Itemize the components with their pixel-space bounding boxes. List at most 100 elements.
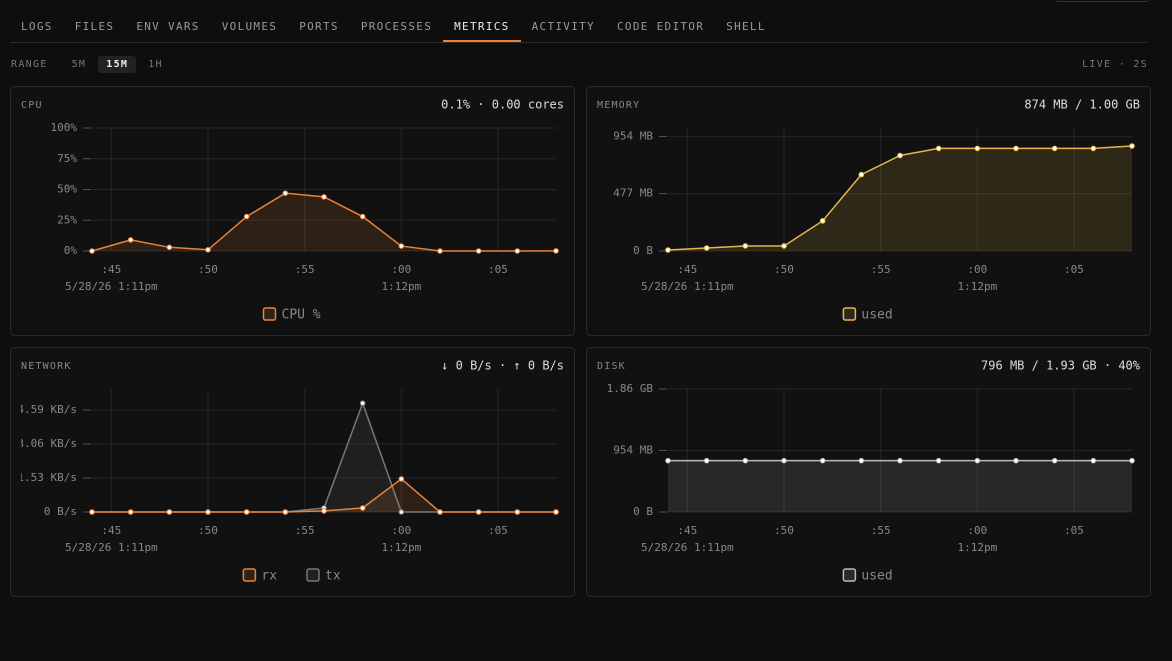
data-point <box>742 243 749 249</box>
data-point <box>398 509 405 515</box>
tab[interactable]: METRICS <box>443 0 521 42</box>
tab[interactable]: ENV VARS <box>136 20 200 33</box>
x-date-label: 5/28/26 1:11pm <box>65 541 158 554</box>
y-tick-label: 4.59 KB/s <box>17 403 77 416</box>
range-option[interactable]: 5M <box>71 59 87 70</box>
data-point <box>166 509 173 515</box>
y-tick-label: 50% <box>57 183 77 196</box>
x-tick-label: :55 <box>871 263 891 276</box>
data-point <box>781 243 787 249</box>
y-tick-label: 0% <box>64 244 78 257</box>
chart-title: CPU <box>21 100 43 111</box>
data-point <box>897 152 903 159</box>
data-point <box>974 145 981 152</box>
legend-label: used <box>861 569 892 584</box>
chart-panel: CPU 0.1% · 0.00 cores 0% 25% 50% 75% 100%:45:5… <box>10 86 575 336</box>
data-point <box>1129 143 1135 149</box>
data-point <box>742 457 749 464</box>
legend-label: tx <box>325 569 341 584</box>
data-point <box>819 457 826 464</box>
data-point <box>1013 457 1019 464</box>
x-tick-label: :45 <box>677 263 697 276</box>
data-point <box>205 509 211 515</box>
y-tick-label: 1.86 GB <box>607 382 654 395</box>
x-tick-label: :05 <box>1064 263 1084 276</box>
legend-label: rx <box>261 569 277 584</box>
data-point <box>1090 457 1097 464</box>
tab[interactable]: ACTIVITY <box>531 20 595 33</box>
y-tick-label: 100% <box>51 121 78 134</box>
tab[interactable]: VOLUMES <box>221 20 278 33</box>
data-point <box>205 246 211 253</box>
data-point <box>935 457 942 464</box>
data-point <box>1051 145 1058 152</box>
x-tick-label: :05 <box>488 524 508 537</box>
y-tick-label: 3.06 KB/s <box>17 437 77 450</box>
range-option[interactable]: 15M <box>98 56 137 73</box>
tab[interactable]: CODE EDITOR <box>616 20 705 33</box>
legend-swatch <box>842 568 857 582</box>
data-point <box>127 509 134 515</box>
panel-frame <box>10 347 575 597</box>
chart-summary: 874 MB / 1.00 GB <box>1024 98 1140 112</box>
data-point <box>1051 457 1058 464</box>
data-point <box>282 190 289 196</box>
x-tick-label: :55 <box>295 263 315 276</box>
tab[interactable]: PROCESSES <box>360 20 433 33</box>
data-point <box>1090 145 1097 152</box>
x-tick-label: :45 <box>101 263 121 276</box>
panel-frame <box>10 86 575 336</box>
range-selector: RANGE 5M 15M 1H <box>11 56 171 73</box>
y-tick-label: 1.53 KB/s <box>17 471 77 484</box>
data-point <box>514 509 521 515</box>
data-point <box>781 457 787 464</box>
data-point <box>321 194 327 200</box>
tab[interactable]: FILES <box>74 20 115 33</box>
x-tick-label: :05 <box>1064 524 1084 537</box>
chart-panel: MEMORY 874 MB / 1.00 GB 0 B 477 MB 954 MB:45… <box>586 86 1151 336</box>
x-tick-label: :50 <box>198 524 218 537</box>
y-tick-label: 477 MB <box>613 187 653 200</box>
tab[interactable]: SHELL <box>726 20 766 33</box>
live-indicator: LIVE · 2S <box>1082 59 1148 70</box>
range-option[interactable]: 1H <box>148 59 163 70</box>
data-point <box>166 244 173 251</box>
x-tick-label: :00 <box>967 524 987 537</box>
x-tick-label: :45 <box>101 524 121 537</box>
data-point <box>974 457 981 464</box>
tab[interactable]: PORTS <box>299 20 339 33</box>
data-point <box>935 145 942 152</box>
chart-title: MEMORY <box>597 100 640 111</box>
data-point <box>89 509 95 515</box>
data-point <box>553 509 559 515</box>
data-point <box>703 457 710 464</box>
chart-summary: 796 MB / 1.93 GB · 40% <box>981 359 1141 373</box>
chart-title: NETWORK <box>21 361 72 372</box>
data-point <box>89 248 95 254</box>
y-tick-label: 954 MB <box>613 444 653 457</box>
data-point <box>359 505 366 511</box>
data-point <box>858 457 865 464</box>
data-point <box>398 476 405 482</box>
y-tick-label: 25% <box>57 213 77 226</box>
x-tick-label: :50 <box>774 524 794 537</box>
data-point <box>514 248 521 254</box>
data-point <box>1129 457 1135 464</box>
x-date-label: 1:12pm <box>957 280 997 293</box>
data-point <box>703 245 710 251</box>
data-point <box>359 213 366 220</box>
x-date-label: 5/28/26 1:11pm <box>65 280 158 293</box>
series-area <box>92 193 556 251</box>
x-tick-label: :05 <box>488 263 508 276</box>
x-date-label: 5/28/26 1:11pm <box>641 280 734 293</box>
data-point <box>665 247 671 253</box>
data-point <box>437 509 443 515</box>
tab-bar: LOGS FILES ENV VARS VOLUMES PORTS PROCESSES ME… <box>10 0 1147 43</box>
y-tick-label: 0 B/s <box>44 505 77 518</box>
data-point <box>819 218 826 224</box>
chart-panel: NETWORK ↓ 0 B/s · ↑ 0 B/s 0 B/s 1.53 KB/s 3.… <box>10 347 575 597</box>
legend-swatch <box>842 307 857 321</box>
tab[interactable]: LOGS <box>21 20 53 33</box>
x-tick-label: :50 <box>198 263 218 276</box>
data-point <box>665 457 671 464</box>
